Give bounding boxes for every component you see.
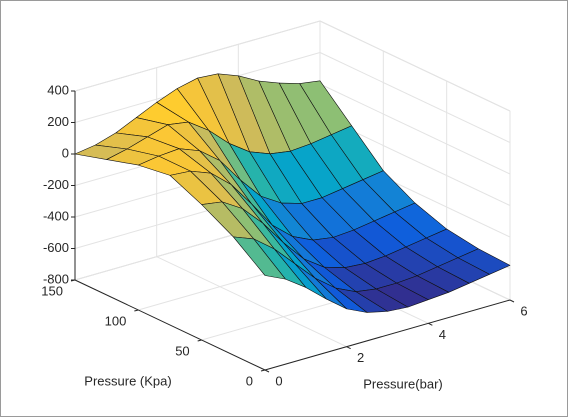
grid-line xyxy=(156,256,347,348)
z-tick-label: -400 xyxy=(43,208,69,223)
x-tick-label: 2 xyxy=(357,350,364,365)
tick-mark xyxy=(428,322,433,326)
y-tick-label: 0 xyxy=(246,373,253,388)
z-tick-label: -600 xyxy=(43,240,69,255)
x-tick-label: 4 xyxy=(439,327,446,342)
z-tick-label: 200 xyxy=(47,114,69,129)
surface-patch xyxy=(233,236,286,280)
z-tick-label: 0 xyxy=(62,145,69,160)
x-tick-label: 0 xyxy=(275,373,282,388)
y-axis-label: Pressure (Kpa) xyxy=(84,373,171,388)
grid-line xyxy=(319,20,511,112)
z-tick-label: 400 xyxy=(47,82,69,97)
tick-mark xyxy=(346,346,351,350)
grid-line xyxy=(319,83,511,175)
x-tick-label: 6 xyxy=(520,303,527,318)
surface xyxy=(74,73,511,313)
axis-line xyxy=(74,279,266,371)
grid-line xyxy=(319,52,511,143)
z-tick-label: -200 xyxy=(43,177,69,192)
y-tick-label: 100 xyxy=(105,313,127,328)
axes-front: 0 2 4 6 0 50 100 150-800 -600 -400 -200 0 200 400 xyxy=(41,82,527,388)
tick-mark xyxy=(264,369,270,373)
z-tick-label: -800 xyxy=(43,271,69,286)
y-tick-label: 50 xyxy=(175,343,189,358)
grid-line xyxy=(74,20,321,92)
y-tick-label: 150 xyxy=(41,283,63,298)
x-axis-label: Pressure(bar) xyxy=(363,376,442,391)
tick-mark xyxy=(509,299,515,303)
axis-line xyxy=(264,299,511,371)
